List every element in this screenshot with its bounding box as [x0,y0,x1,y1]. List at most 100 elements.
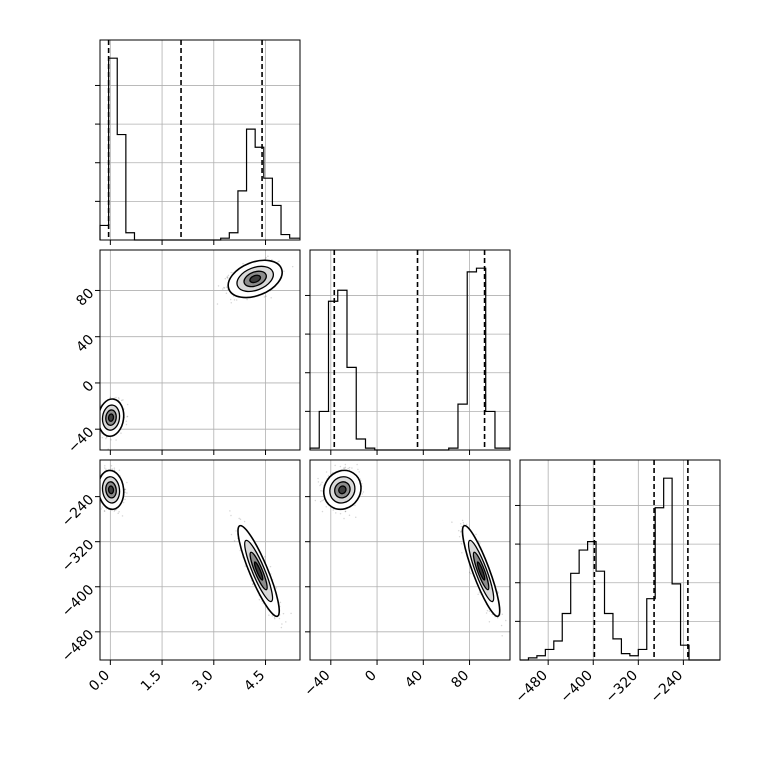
scatter-point [320,483,322,485]
panel-frame [309,459,511,661]
scatter-point [322,499,325,501]
scatter-point [475,533,477,536]
density-level [477,561,486,581]
contour-line [244,539,274,603]
scatter-point [105,468,107,470]
scatter-point [230,301,233,304]
scatter-point [263,296,266,298]
scatter-point [109,396,112,399]
scatter-point [271,259,273,261]
scatter-point [244,565,246,567]
contour-line [105,409,117,426]
scatter-point [268,614,270,616]
contour-line [243,270,267,288]
scatter-point [114,509,116,512]
scatter-point [478,591,481,594]
scatter-point [216,303,219,305]
scatter-point [267,255,269,257]
scatter-point [358,471,360,473]
scatter-point [101,436,104,439]
contour-group [322,469,501,618]
scatter-point [110,464,113,467]
scatter-point [124,491,126,493]
panel-frame [99,249,301,451]
scatter-point [319,484,321,487]
scatter-point [339,512,342,515]
scatter-point [282,612,285,615]
scatter-point [497,617,499,619]
scatter-point [458,535,461,538]
scatter-point [273,616,276,619]
scatter-point [485,612,488,614]
scatter-point [227,274,230,277]
scatter-point [126,481,128,484]
scatter-point [462,521,465,524]
contour-line [476,561,486,581]
scatter-point [291,265,294,268]
scatter-point [223,287,226,289]
scatter-point [327,475,330,477]
scatter-point [126,403,129,406]
scatter-point [225,286,228,288]
scatter-point [348,514,351,516]
scatter-point [110,439,112,441]
scatter-point [348,466,351,469]
scatter-point [477,593,479,595]
scatter-point [275,587,278,589]
scatter-point [230,271,232,274]
panel-frames-layer [99,39,721,661]
scatter-point [124,488,127,491]
scatter-point [230,514,232,517]
scatter-point [461,552,463,554]
density-level [254,561,264,581]
scatter-point [321,510,324,513]
scatter-point [356,463,358,466]
scatter-point [317,477,319,480]
scatter-point [125,420,128,423]
scatter-point [457,529,460,532]
scatter-point [235,299,238,301]
scatter-point [460,542,463,545]
scatter-point [265,256,267,259]
scatter-point [344,510,347,513]
scatter-point [124,498,126,501]
scatter-point [277,260,279,263]
contour-line [100,398,125,438]
contour-line [249,274,262,284]
scatter-point [122,501,125,504]
scatter-point [111,468,113,470]
scatter-point [351,467,353,469]
scatter-point [462,523,465,526]
contour-line [101,404,121,431]
scatter-point [344,466,347,468]
scatter-point [103,510,106,512]
scatter-point [342,467,345,469]
contour-line [253,561,264,581]
scatter-point [118,511,120,513]
scatter-point [117,512,119,514]
contour-layer [100,259,501,618]
scatter-point [117,397,120,399]
scatter-point [226,276,229,278]
scatter-point [477,540,480,542]
scatter-point [235,530,237,532]
scatter-point [229,298,232,301]
scatter-point [239,549,241,552]
scatter-point [501,613,504,615]
scatter-point [103,510,106,512]
panel-frame [99,459,301,661]
scatter-point [461,519,464,522]
scatter-point [125,423,128,426]
scatter-point [273,617,276,620]
contour-group [100,259,283,438]
scatter-point [227,277,229,279]
scatter-point [118,398,120,400]
contour-line [322,469,362,511]
scatter-point [319,500,322,503]
scatter-point [335,512,337,514]
scatter-point [121,515,124,517]
contour-line [237,524,281,618]
contour-line [338,485,347,495]
scatter-point [332,509,334,511]
contour-line [249,551,268,591]
